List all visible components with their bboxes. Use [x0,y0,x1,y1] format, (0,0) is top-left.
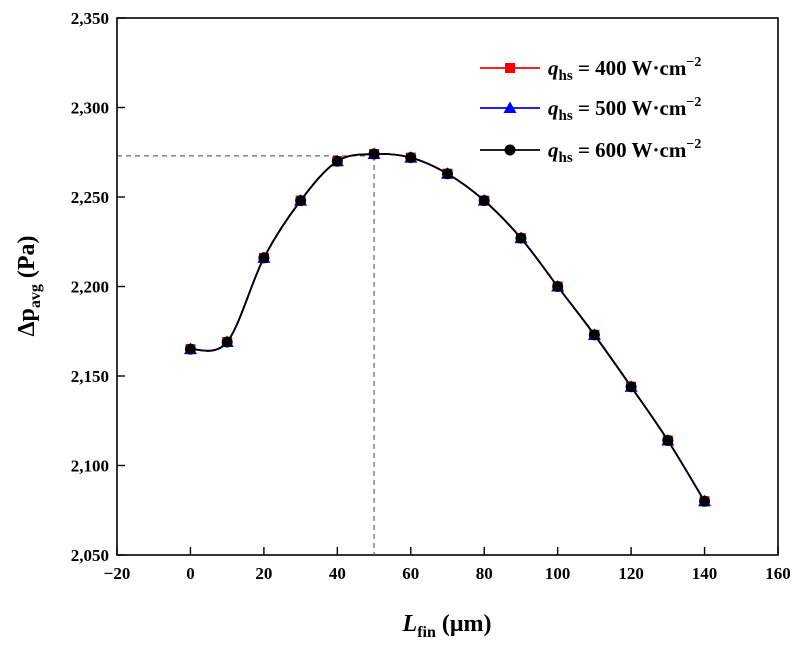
data-point [515,232,527,244]
series-square [185,149,710,507]
data-point [295,195,307,207]
legend-q: q [548,138,559,162]
legend-text-main: = 600 W·cm [573,138,687,162]
axis-ticks: −20 0 20 40 60 80 100 120 140 160 2,050 2,100 2,150 2… [71,9,791,583]
y-tick-label: 2,050 [71,546,109,565]
series-line [190,152,706,502]
y-tick-label: 2,350 [71,9,109,28]
legend-sup: −2 [686,137,701,152]
x-tick-label: 20 [255,564,272,583]
x-tick-label: 40 [329,564,346,583]
legend-sup: −2 [686,55,701,70]
series-line [190,152,706,502]
data-point [699,495,711,507]
x-tick-label: 80 [476,564,493,583]
legend-sub: hs [559,108,573,124]
data-point [405,152,417,164]
legend-marker [505,63,515,73]
data-point [221,336,233,348]
data-point [331,155,343,167]
data-point [368,148,380,160]
x-axis-label: Lfin (μm) [402,611,492,641]
legend-label: qhs = 600 W·cm−2 [548,137,701,166]
series-line [190,152,706,502]
y-tick-label: 2,150 [71,367,109,386]
y-tick-label: 2,250 [71,188,109,207]
x-tick-label: −20 [104,564,131,583]
series-triangle [183,147,712,507]
legend-sub: hs [559,150,573,166]
data-point [258,252,270,264]
reference-lines [117,155,375,555]
data-point [625,381,637,393]
legend-item: qhs = 500 W·cm−2 [480,95,701,124]
y-tick-label: 2,200 [71,278,109,297]
data-point [442,168,453,180]
y-tick-label: 2,100 [71,457,109,476]
x-tick-label: 60 [402,564,419,583]
data-point [184,343,196,355]
legend-sub: hs [559,68,573,84]
legend-marker [504,144,516,156]
legend-sup: −2 [686,95,701,110]
x-axis-label-main: L [402,611,418,637]
series-group [183,147,712,507]
series-circle [184,148,711,507]
y-axis-label: Δpavg (Pa) [14,235,44,336]
y-axis-label-main: Δp [14,308,40,336]
y-axis-label-unit: (Pa) [14,235,40,284]
legend-label: qhs = 400 W·cm−2 [548,55,701,84]
x-axis-label-sub: fin [417,624,436,641]
y-axis-label-sub: avg [27,284,44,308]
legend-label: qhs = 500 W·cm−2 [548,95,701,124]
data-point [588,329,600,341]
data-point [552,281,564,292]
legend-q: q [548,56,559,80]
y-tick-label: 2,300 [71,99,109,118]
legend-item: qhs = 600 W·cm−2 [480,137,701,166]
x-tick-label: 140 [692,564,718,583]
x-axis-label-unit: (μm) [436,611,492,637]
data-point [662,434,674,446]
x-tick-label: 100 [545,564,571,583]
legend-text-main: = 400 W·cm [573,56,687,80]
x-tick-label: 120 [618,564,644,583]
x-tick-label: 0 [186,564,195,583]
legend-text-main: = 500 W·cm [573,96,687,120]
x-tick-label: 160 [765,564,791,583]
legend-item: qhs = 400 W·cm−2 [480,55,701,84]
legend-q: q [548,96,559,120]
data-point [478,195,490,207]
legend-marker [503,101,517,113]
